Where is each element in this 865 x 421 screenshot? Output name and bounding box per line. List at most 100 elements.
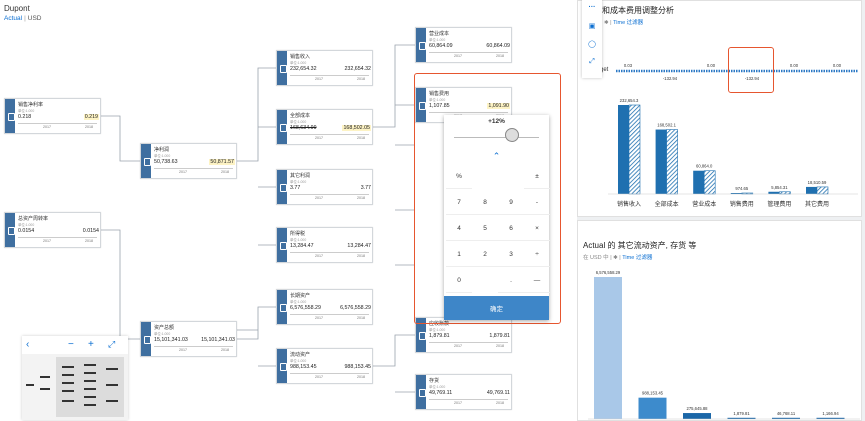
node-year-2018: 2018 xyxy=(496,401,504,405)
node-value-2018[interactable]: 49,769.11 xyxy=(471,390,510,396)
node-value-2018[interactable]: 0.219 xyxy=(60,114,99,120)
adjust-slider-track[interactable] xyxy=(454,137,539,138)
node-table-icon xyxy=(141,322,151,356)
node-value-2018[interactable]: 13,284.47 xyxy=(332,243,371,249)
variance-highlight-box xyxy=(728,47,774,93)
tree-node-nca[interactable]: 长期资产 单位:1.000 6,576,558.29 6,576,558.29 2017… xyxy=(276,289,373,325)
node-value-2017: 6,576,558.29 xyxy=(290,305,330,311)
variance-top-label: 0.00 xyxy=(833,63,842,68)
node-unit: 单位:1.000 xyxy=(290,237,306,242)
minimap[interactable] xyxy=(22,354,128,420)
calc-key[interactable]: 9 xyxy=(498,190,524,215)
tree-node-tax[interactable]: 所得税 单位:1.000 13,284.47 13,284.47 2017 2018 xyxy=(276,227,373,263)
calc-key[interactable]: 4 xyxy=(446,216,472,241)
tree-node-inv[interactable]: 存货 单位:1.000 49,769.11 49,769.11 2017 2018 xyxy=(415,374,512,410)
node-unit: 单位:1.000 xyxy=(154,331,170,336)
node-year-2017: 2017 xyxy=(179,170,187,174)
node-unit: 单位:1.000 xyxy=(290,358,306,363)
bar xyxy=(683,413,711,419)
bar-actual xyxy=(656,130,667,194)
node-value-2018[interactable]: 0.0154 xyxy=(60,228,99,234)
category-label: 管理费用 xyxy=(767,200,791,208)
node-year-2017: 2017 xyxy=(454,401,462,405)
calc-key[interactable]: ± xyxy=(524,164,550,189)
node-value-2018[interactable]: 1,879.81 xyxy=(471,333,510,339)
chevron-up-icon[interactable]: ⌃ xyxy=(444,151,549,162)
chat-icon[interactable]: ◯ xyxy=(582,40,602,48)
value-adjust-calculator: +12% ⌃ % ±7 8 9-4 5 6 × 1 2 3 ÷ 0. — 确定 xyxy=(444,115,549,320)
node-value-2018[interactable]: 6,576,558.29 xyxy=(332,305,371,311)
node-value-2017: 50,738.63 xyxy=(154,159,194,165)
tree-node-oi[interactable]: 其它利润 单位:1.000 3.77 3.77 2017 2018 xyxy=(276,169,373,205)
node-value-2018[interactable]: 15,101,341.03 xyxy=(196,337,235,343)
node-value-2018[interactable]: 60,864.09 xyxy=(471,43,510,49)
tree-node-ta[interactable]: 资产总额 单位:1.000 15,101,341.03 15,101,341.03 20… xyxy=(140,321,237,357)
tree-node-rev[interactable]: 销售收入 单位:1.000 232,654.32 232,654.32 2017 2018 xyxy=(276,50,373,86)
calc-key[interactable]: 0 xyxy=(446,268,472,293)
comment-icon[interactable]: ▣ xyxy=(582,22,602,30)
node-year-2017: 2017 xyxy=(315,375,323,379)
calc-key[interactable]: ÷ xyxy=(524,242,550,267)
node-title: 营业成本 xyxy=(429,30,449,37)
node-year-2018: 2018 xyxy=(496,54,504,58)
tree-node-ca[interactable]: 流动资产 单位:1.000 988,153.45 988,153.45 2017 2018 xyxy=(276,348,373,384)
fit-screen-icon[interactable]: ⤢ xyxy=(108,339,115,350)
node-value-2018[interactable]: 232,654.32 xyxy=(332,66,371,72)
node-year-2018: 2018 xyxy=(357,196,365,200)
calc-key[interactable]: . xyxy=(498,268,524,293)
calc-key[interactable]: 3 xyxy=(498,242,524,267)
calc-key[interactable]: - xyxy=(524,190,550,215)
current-assets-panel: Actual 的 其它流动资产, 存货 等 在 USD 中 | ✱ | Time… xyxy=(577,220,862,421)
zoom-in-icon[interactable]: + xyxy=(88,339,94,350)
calc-key[interactable]: % xyxy=(446,164,472,189)
node-year-2018: 2018 xyxy=(357,375,365,379)
calc-key[interactable]: 8 xyxy=(472,190,498,215)
node-year-2018: 2018 xyxy=(357,136,365,140)
calc-key[interactable]: × xyxy=(524,216,550,241)
calc-key[interactable]: — xyxy=(524,268,550,293)
more-icon[interactable]: ··· xyxy=(582,4,602,11)
node-title: 长期资产 xyxy=(290,292,310,299)
tree-node-tat[interactable]: 总资产周转率 单位:1.000 0.0154 0.0154 2017 2018 xyxy=(4,212,101,248)
calc-key[interactable]: 1 xyxy=(446,242,472,267)
node-value-2017: 0.218 xyxy=(18,114,58,120)
node-unit: 单位:1.000 xyxy=(429,37,445,42)
node-title: 所得税 xyxy=(290,230,305,237)
tree-node-tc[interactable]: 全部成本 单位:1.000 168,634.99 168,502.05 2017 2018 xyxy=(276,109,373,145)
calc-key[interactable]: 5 xyxy=(472,216,498,241)
node-table-icon xyxy=(416,28,426,62)
node-year-2017: 2017 xyxy=(315,196,323,200)
tree-node-boc[interactable]: 营业成本 单位:1.000 60,864.09 60,864.09 2017 2018 xyxy=(415,27,512,63)
bar-value-label: 1,879.81 xyxy=(733,411,750,416)
node-value-2018[interactable]: 50,871.57 xyxy=(196,159,235,165)
node-title: 全部成本 xyxy=(290,112,310,119)
variance-top-label: 0.00 xyxy=(707,63,716,68)
calc-key[interactable]: 7 xyxy=(446,190,472,215)
node-title: 销售收入 xyxy=(290,53,310,60)
node-year-2017: 2017 xyxy=(454,344,462,348)
node-value-2018[interactable]: 3.77 xyxy=(332,185,371,191)
variance-bottom-label: -132.94 xyxy=(663,76,678,81)
tree-node-roe[interactable]: 销售净利率 单位:1.000 0.218 0.219 2017 2018 xyxy=(4,98,101,134)
adjust-slider-thumb[interactable] xyxy=(505,128,519,142)
node-unit: 单位:1.000 xyxy=(290,60,306,65)
node-year-2018: 2018 xyxy=(221,348,229,352)
confirm-button[interactable]: 确定 xyxy=(444,296,549,320)
dupont-tree-canvas: Dupont Actual | USD 销售净利率 单位:1.000 0.218 0.21… xyxy=(0,0,577,421)
node-table-icon xyxy=(277,290,287,324)
node-value-2018[interactable]: 988,153.45 xyxy=(332,364,371,370)
bar-actual xyxy=(618,105,629,194)
node-value-2018[interactable]: 168,502.05 xyxy=(332,125,371,131)
fullscreen-icon[interactable]: ⤢ xyxy=(582,58,602,66)
node-title: 销售净利率 xyxy=(18,101,43,108)
node-title: 总资产周转率 xyxy=(18,215,48,222)
node-table-icon xyxy=(277,51,287,85)
bar-value-label: 5,854.31 xyxy=(771,185,788,190)
back-icon[interactable]: ‹ xyxy=(26,339,29,350)
node-value-2017: 49,769.11 xyxy=(429,390,469,396)
node-table-icon xyxy=(277,110,287,144)
zoom-out-icon[interactable]: − xyxy=(68,339,74,350)
calc-key[interactable]: 2 xyxy=(472,242,498,267)
calc-key[interactable]: 6 xyxy=(498,216,524,241)
tree-node-np[interactable]: 净利润 单位:1.000 50,738.63 50,871.57 2017 2018 xyxy=(140,143,237,179)
